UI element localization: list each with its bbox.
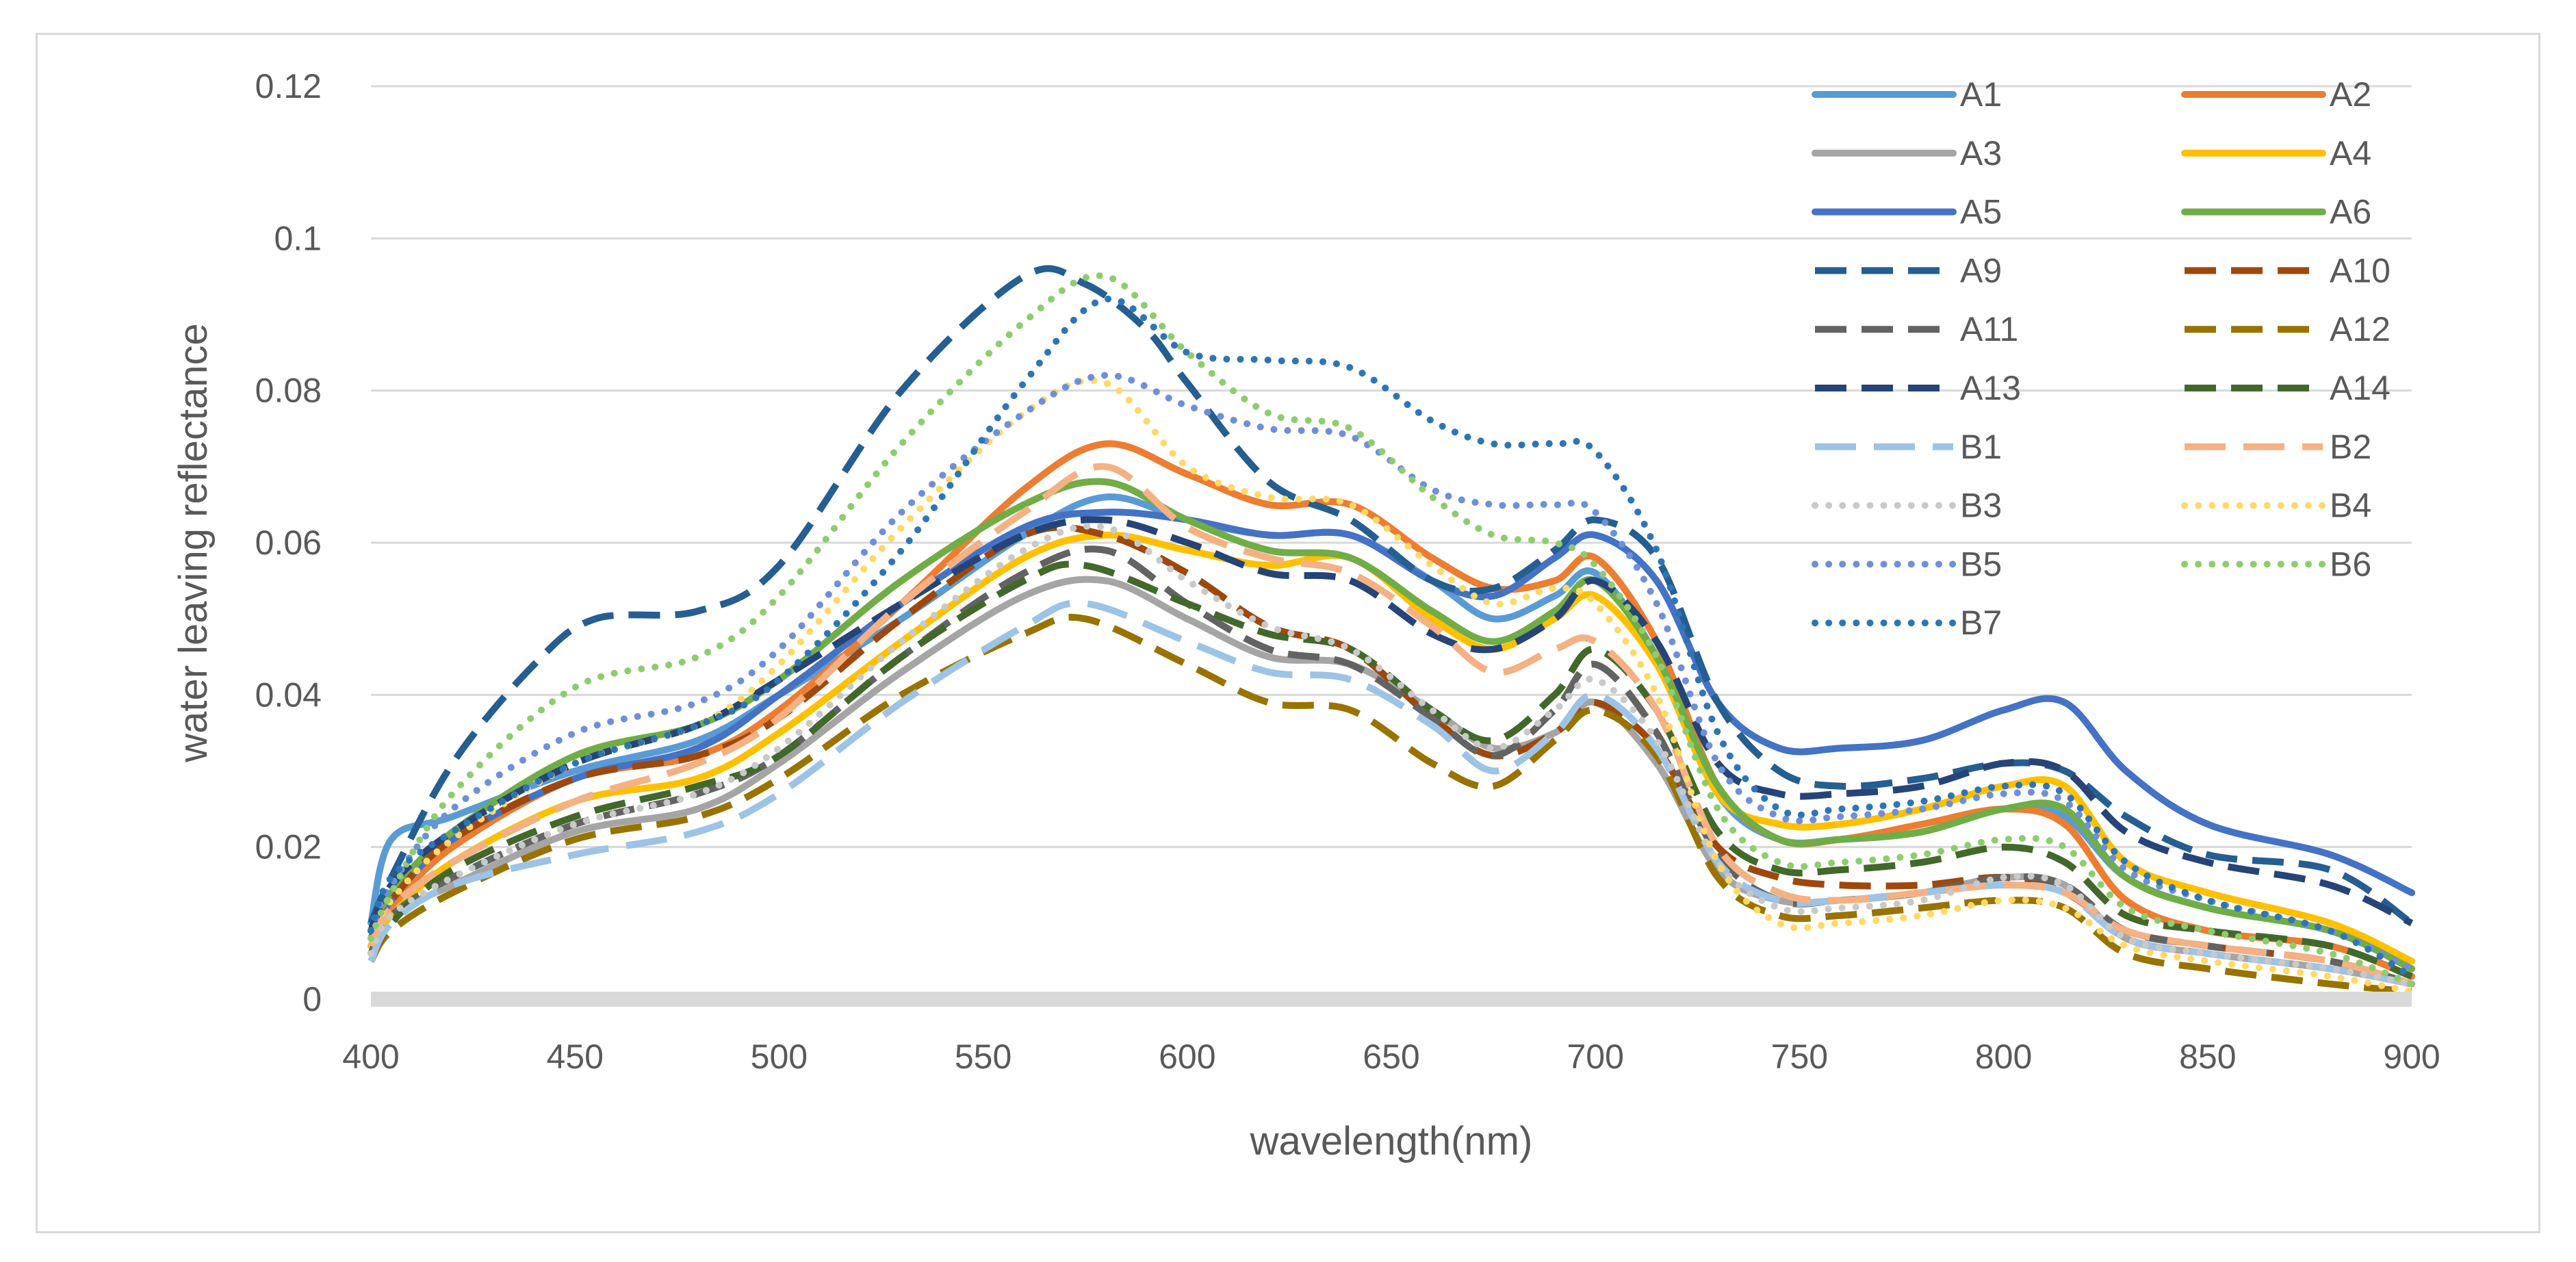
- legend-label: B7: [1960, 604, 2002, 642]
- legend-label: B3: [1960, 487, 2002, 525]
- legend: A1 A2 A3 A4 A5 A6 A9 A10 A11 A12 A13 A14 B1 B2 B3 B4 B5 B…: [1812, 75, 2391, 642]
- legend-label: A5: [1960, 193, 2002, 231]
- legend-item-a10: A10: [2185, 251, 2391, 289]
- series-line-a2: [368, 440, 2415, 980]
- legend-label: A1: [1960, 75, 2002, 114]
- legend-label: A2: [2330, 75, 2371, 114]
- legend-item-a5: A5: [1812, 193, 2002, 231]
- y-tick-label: 0.04: [255, 675, 322, 714]
- legend-item-a14: A14: [2185, 369, 2391, 407]
- series-lines: [368, 265, 2415, 995]
- x-tick-label: 600: [1159, 1038, 1215, 1076]
- legend-label: A12: [2330, 310, 2391, 348]
- legend-label: B2: [2330, 428, 2371, 466]
- legend-item-b7: B7: [1812, 604, 2002, 642]
- x-tick-label: 750: [1771, 1038, 1828, 1076]
- legend-item-b3: B3: [1812, 487, 2002, 525]
- legend-label: A10: [2330, 251, 2391, 289]
- series-line-b5: [368, 372, 2415, 973]
- series-line-a12: [368, 613, 2412, 995]
- x-tick-label: 850: [2179, 1038, 2236, 1076]
- x-tick-label: 700: [1567, 1038, 1623, 1076]
- series-line-a14: [368, 561, 2413, 980]
- legend-label: A3: [1960, 134, 2002, 172]
- y-axis: 0 0.02 0.04 0.06 0.08 0.1 0.12: [255, 67, 322, 1018]
- x-tick-label: 650: [1363, 1038, 1419, 1076]
- legend-item-b2: B2: [2185, 428, 2371, 466]
- legend-label: A11: [1960, 310, 2018, 348]
- legend-label: B4: [2330, 487, 2371, 525]
- x-axis: 400 450 500 550 600 650 700 750 800 850 900: [342, 992, 2440, 1076]
- x-tick-label: 400: [342, 1038, 399, 1076]
- series-line-b7: [368, 295, 2415, 980]
- y-tick-label: 0: [302, 980, 322, 1018]
- x-tick-label: 500: [751, 1038, 808, 1076]
- legend-item-a11: A11: [1815, 310, 2018, 348]
- gridlines: [371, 85, 2412, 849]
- x-axis-title: wavelength(nm): [1250, 1119, 1533, 1163]
- series-line-b1: [368, 600, 2412, 988]
- y-tick-label: 0.06: [255, 524, 322, 562]
- legend-label: A6: [2330, 193, 2371, 231]
- series-line-a5: [368, 508, 2415, 942]
- legend-item-b1: B1: [1815, 428, 2002, 466]
- y-tick-label: 0.1: [274, 219, 322, 257]
- legend-item-a4: A4: [2181, 134, 2371, 172]
- y-tick-label: 0.12: [255, 67, 322, 105]
- legend-item-a9: A9: [1815, 251, 2002, 289]
- legend-label: A14: [2330, 369, 2391, 407]
- legend-label: A9: [1960, 251, 2002, 289]
- legend-label: B6: [2330, 545, 2371, 583]
- series-line-a9: [368, 265, 2414, 926]
- x-tick-label: 450: [546, 1038, 603, 1076]
- legend-label: A13: [1960, 369, 2021, 407]
- legend-item-a3: A3: [1812, 134, 2002, 172]
- legend-item-b5: B5: [1812, 545, 2002, 583]
- x-tick-label: 900: [2383, 1038, 2440, 1076]
- legend-item-b6: B6: [2181, 545, 2371, 583]
- series-line-a1: [368, 493, 2415, 973]
- legend-label: B1: [1960, 428, 2002, 466]
- y-tick-label: 0.02: [255, 828, 322, 866]
- legend-item-a2: A2: [2181, 75, 2371, 114]
- x-tick-label: 800: [1975, 1038, 2032, 1076]
- legend-item-a6: A6: [2181, 193, 2371, 231]
- series-line-b6: [368, 272, 2415, 988]
- y-tick-label: 0.08: [255, 372, 322, 410]
- series-line-b3: [368, 522, 2415, 988]
- legend-item-a1: A1: [1812, 75, 2002, 114]
- legend-item-a12: A12: [2185, 310, 2391, 348]
- x-tick-label: 550: [955, 1038, 1012, 1076]
- series-line-b2: [368, 463, 2413, 988]
- legend-item-b4: B4: [2181, 487, 2371, 525]
- legend-label: A4: [2330, 134, 2371, 172]
- y-axis-title: water leaving reflectance: [171, 323, 216, 763]
- legend-item-a13: A13: [1815, 369, 2021, 407]
- series-line-b4: [368, 376, 2415, 995]
- legend-label: B5: [1960, 545, 2002, 583]
